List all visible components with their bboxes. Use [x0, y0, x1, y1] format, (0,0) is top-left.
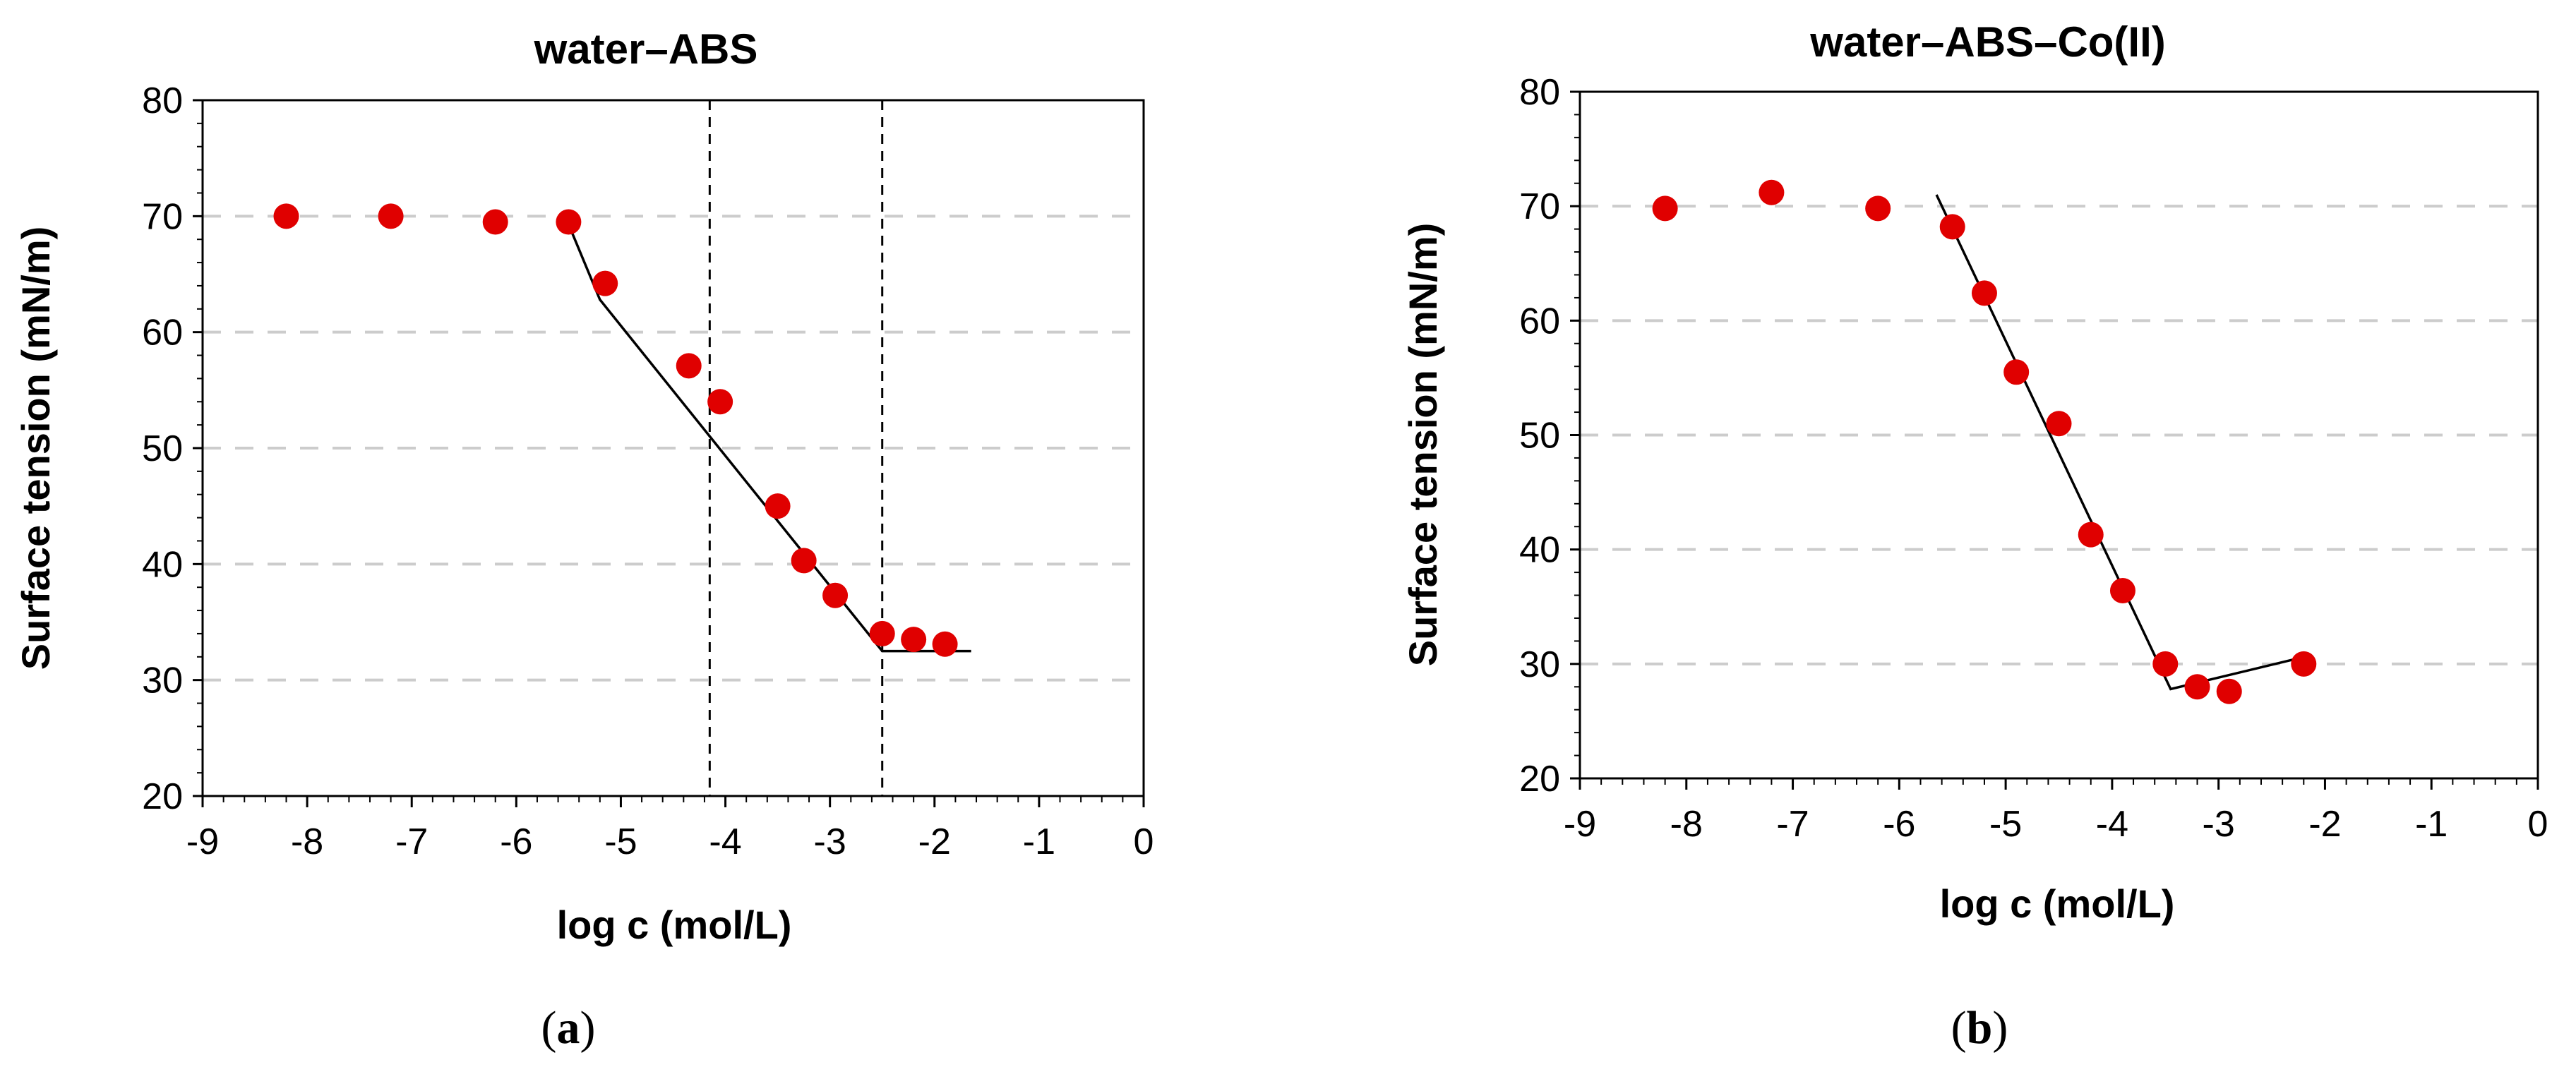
y-tick-label: 30 — [142, 661, 183, 701]
data-point — [901, 627, 927, 653]
y-tick-label: 60 — [1519, 301, 1560, 342]
y-tick-label: 50 — [142, 428, 183, 469]
y-axis-b: 20 30 40 50 60 70 80 — [1519, 72, 1580, 800]
y-tick-label: 20 — [142, 776, 183, 817]
data-point — [482, 209, 508, 235]
data-point — [2216, 678, 2242, 704]
fit-line — [567, 224, 971, 653]
y-axis-label-a: Surface tension (mN/m) — [13, 227, 58, 670]
x-tick-label: -1 — [2415, 804, 2448, 845]
data-point — [1971, 280, 1997, 306]
y-tick-label: 50 — [1519, 416, 1560, 457]
y-tick-label: 60 — [142, 313, 183, 354]
x-tick-label: 0 — [1134, 821, 1154, 862]
y-tick-label: 30 — [1519, 644, 1560, 685]
x-tick-label: -3 — [2203, 804, 2235, 845]
data-point — [791, 548, 817, 574]
data-point — [822, 582, 849, 608]
data-point — [2003, 359, 2030, 385]
data-points-a — [273, 203, 958, 657]
data-point — [273, 203, 299, 229]
x-tick-label: -7 — [1776, 804, 1809, 845]
data-point — [765, 493, 791, 519]
y-tick-label: 40 — [142, 544, 183, 585]
data-point — [2291, 651, 2317, 677]
data-point — [378, 203, 404, 229]
chart-panel-b: water–ABS–Co(II) 20 30 40 50 60 70 80 -9 -8 -7 -6… — [1401, 18, 2548, 1054]
x-tick-label: -4 — [709, 821, 741, 862]
x-tick-label: -3 — [814, 821, 846, 862]
data-point — [1865, 195, 1891, 222]
y-tick-label: 20 — [1519, 759, 1560, 800]
x-tick-label: -1 — [1023, 821, 1055, 862]
x-axis-a: -9 -8 -7 -6 -5 -4 -3 -2 -1 0 — [186, 796, 1154, 862]
x-axis-label-b: log c (mol/L) — [1940, 881, 2175, 926]
x-tick-label: -5 — [604, 821, 637, 862]
fit-line-b — [1935, 194, 2304, 691]
x-tick-label: -6 — [1883, 804, 1915, 845]
x-tick-label: -2 — [918, 821, 951, 862]
data-point — [1652, 195, 1678, 222]
panel-label-b: (b) — [1951, 1002, 2008, 1054]
grid-a — [203, 215, 1144, 682]
data-point — [2152, 651, 2179, 677]
data-point — [2184, 674, 2210, 700]
x-tick-label: -5 — [1989, 804, 2022, 845]
y-tick-label: 70 — [142, 196, 183, 237]
panel-label-a: (a) — [541, 1002, 596, 1054]
y-tick-label: 70 — [1519, 186, 1560, 227]
x-tick-label: -8 — [1670, 804, 1703, 845]
x-tick-label: -8 — [291, 821, 323, 862]
x-tick-label: -4 — [2096, 804, 2128, 845]
data-point — [556, 209, 582, 235]
data-points-b — [1652, 179, 2317, 704]
fit-line-a — [567, 224, 971, 653]
data-point — [869, 620, 895, 646]
reference-lines-a — [708, 100, 884, 796]
x-tick-label: -2 — [2308, 804, 2341, 845]
data-point — [592, 270, 618, 296]
data-point — [676, 353, 702, 379]
data-point — [2046, 411, 2072, 437]
data-point — [2078, 522, 2104, 548]
data-point — [2109, 578, 2135, 604]
y-tick-label: 80 — [142, 80, 183, 121]
data-point — [1759, 179, 1785, 205]
x-tick-label: -9 — [1564, 804, 1596, 845]
y-tick-label: 40 — [1519, 530, 1560, 571]
y-axis-a: 20 30 40 50 60 70 80 — [142, 80, 203, 817]
x-tick-label: -9 — [186, 821, 219, 862]
x-tick-label: -6 — [500, 821, 532, 862]
data-point — [707, 389, 733, 415]
x-tick-label: 0 — [2528, 804, 2548, 845]
x-axis-b: -9 -8 -7 -6 -5 -4 -3 -2 -1 0 — [1564, 778, 2548, 845]
x-axis-label-a: log c (mol/L) — [557, 903, 792, 947]
fit-line — [1935, 194, 2304, 691]
x-tick-label: -7 — [395, 821, 428, 862]
chart-title-b: water–ABS–Co(II) — [1809, 18, 2165, 66]
data-point — [932, 631, 958, 657]
y-axis-label-b: Surface tension (mN/m) — [1401, 223, 1445, 667]
y-tick-label: 80 — [1519, 72, 1560, 113]
chart-title-a: water–ABS — [534, 25, 758, 73]
data-point — [1939, 214, 1965, 240]
